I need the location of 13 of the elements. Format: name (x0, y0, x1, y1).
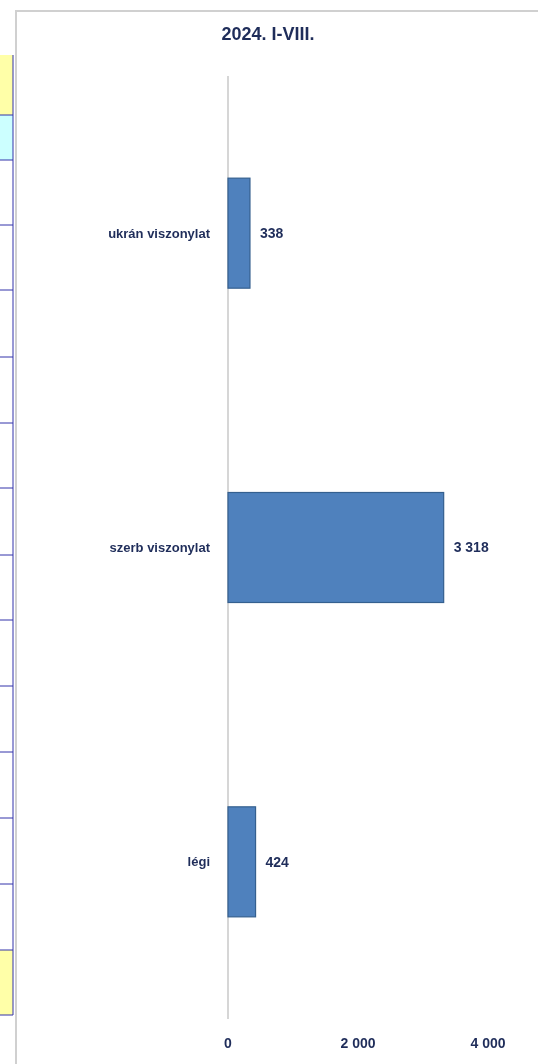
y-tick-label: szerb viszonylat (109, 540, 211, 556)
data-label: 338 (259, 225, 284, 242)
bar (227, 806, 257, 918)
chart-title: 2024. I-VIII. (221, 24, 315, 44)
data-label: 424 (265, 853, 290, 870)
data-label: 3 318 (453, 539, 489, 556)
x-tick-label: 0 (224, 1034, 233, 1051)
bar (227, 491, 445, 604)
y-tick-label: légi (187, 854, 210, 870)
x-tick-label: 2 000 (340, 1034, 376, 1051)
y-tick-label: ukrán viszonylat (108, 225, 211, 241)
x-tick-label: 4 000 (470, 1034, 506, 1051)
bar (227, 177, 251, 289)
